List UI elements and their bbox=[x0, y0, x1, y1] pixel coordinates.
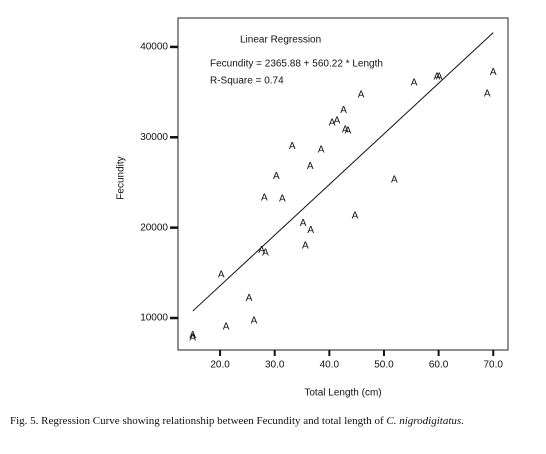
data-point: A bbox=[279, 193, 286, 204]
data-point: A bbox=[342, 125, 349, 136]
data-point: A bbox=[300, 218, 307, 229]
data-point: A bbox=[258, 245, 265, 256]
plot-frame bbox=[177, 17, 509, 351]
data-point: A bbox=[329, 117, 336, 128]
data-point: A bbox=[411, 78, 418, 89]
caption-text: Fig. 5. Regression Curve showing relatio… bbox=[10, 415, 386, 427]
data-point: A bbox=[289, 141, 296, 152]
data-point: A bbox=[307, 161, 314, 172]
x-tick-label: 20.0 bbox=[210, 360, 230, 371]
y-tick-label: 40000 bbox=[140, 42, 168, 53]
data-point: A bbox=[352, 211, 359, 222]
data-point: A bbox=[490, 67, 497, 78]
data-point: A bbox=[436, 71, 443, 82]
data-point: A bbox=[251, 315, 258, 326]
caption-species: C. nigrodigitatus bbox=[386, 415, 461, 427]
data-point: A bbox=[434, 71, 441, 82]
data-point: A bbox=[318, 145, 325, 156]
data-point: A bbox=[189, 333, 196, 344]
regression-line bbox=[192, 32, 494, 312]
x-tick-label: 30.0 bbox=[265, 360, 285, 371]
data-point: A bbox=[307, 225, 314, 236]
y-axis-label: Fecundity bbox=[116, 156, 127, 199]
data-point: A bbox=[358, 89, 365, 100]
data-point: A bbox=[484, 89, 491, 100]
data-point: A bbox=[218, 269, 225, 280]
data-point: A bbox=[246, 293, 253, 304]
x-tick-label: 50.0 bbox=[374, 360, 394, 371]
chart-title: Linear Regression bbox=[240, 35, 321, 46]
x-tick-label: 40.0 bbox=[320, 360, 340, 371]
data-point: A bbox=[345, 126, 352, 137]
x-axis-label: Total Length (cm) bbox=[304, 388, 381, 399]
data-point: A bbox=[262, 248, 269, 259]
x-tick-label: 60.0 bbox=[429, 360, 449, 371]
data-point: A bbox=[302, 240, 309, 251]
y-tick-label: 20000 bbox=[140, 222, 168, 233]
data-point: A bbox=[261, 192, 268, 203]
r-square: R-Square = 0.74 bbox=[210, 76, 284, 87]
caption: Fig. 5. Regression Curve showing relatio… bbox=[10, 415, 464, 427]
data-point: A bbox=[340, 105, 347, 116]
x-tick-label: 70.0 bbox=[484, 360, 504, 371]
y-tick-label: 30000 bbox=[140, 132, 168, 143]
data-point: A bbox=[223, 322, 230, 333]
data-point: A bbox=[273, 171, 280, 182]
y-tick-label: 10000 bbox=[140, 313, 168, 324]
data-point: A bbox=[334, 116, 341, 127]
equation: Fecundity = 2365.88 + 560.22 * Length bbox=[210, 59, 383, 70]
caption-end: . bbox=[461, 415, 464, 427]
data-point: A bbox=[189, 330, 196, 341]
data-point: A bbox=[391, 174, 398, 185]
